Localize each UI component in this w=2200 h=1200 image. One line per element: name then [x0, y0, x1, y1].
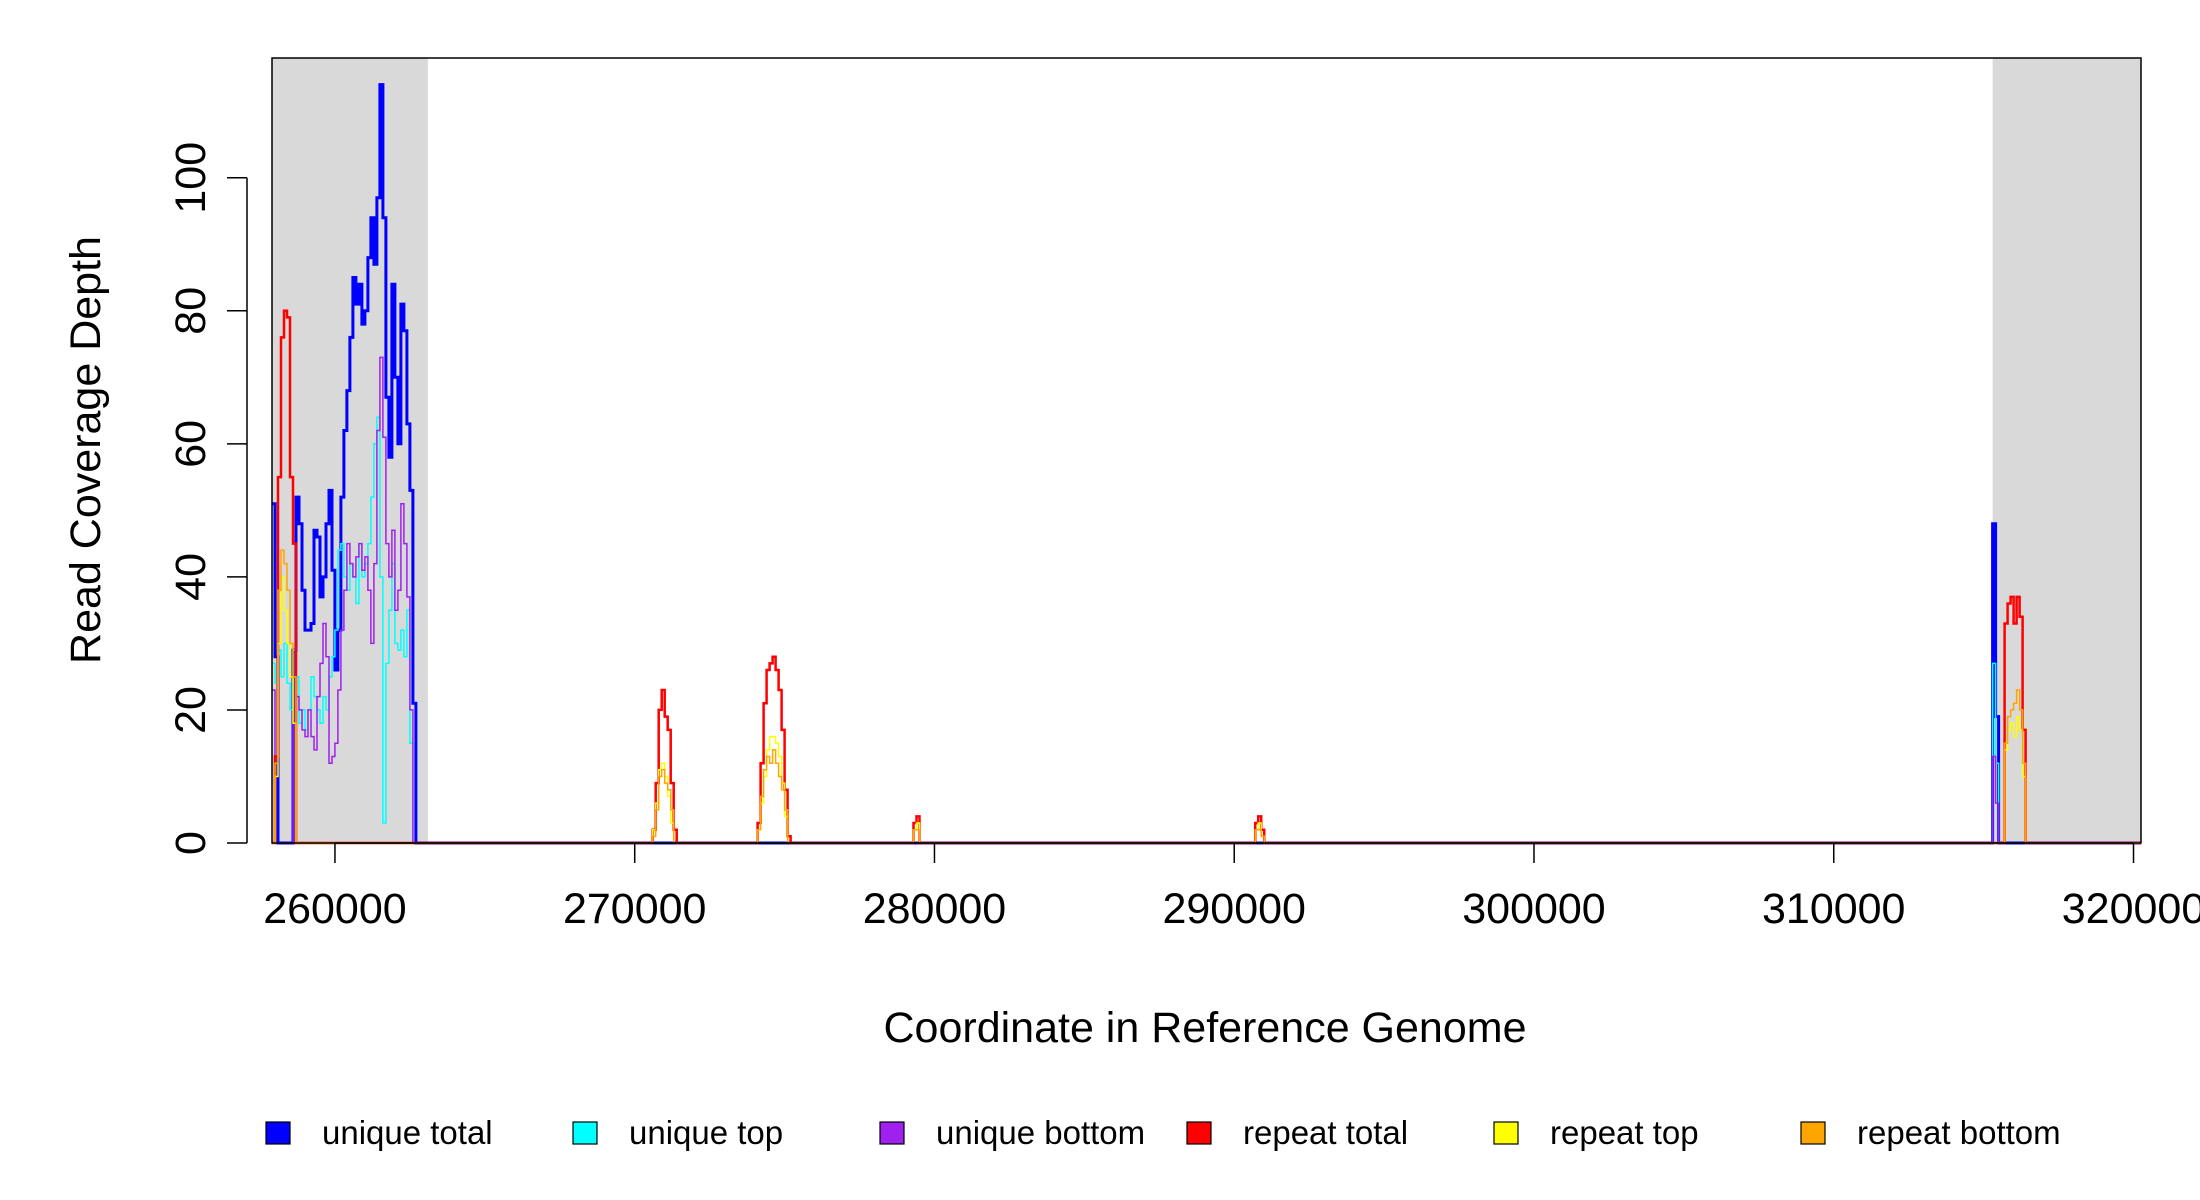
x-axis: 260000 270000 280000 290000 300000 310000 3200…	[263, 842, 2200, 933]
series-line-unique-bottom	[272, 356, 2141, 844]
series-lines	[272, 83, 2141, 845]
legend-label-unique-top: unique top	[629, 1114, 783, 1151]
y-tick-label: 0	[167, 831, 215, 855]
x-tick-label: 320000	[2062, 885, 2200, 933]
legend-label-unique-total: unique total	[322, 1114, 493, 1151]
legend-swatch-repeat-top	[1493, 1121, 1519, 1145]
legend-swatch-unique-bottom	[879, 1121, 905, 1145]
series-line-repeat-top	[272, 576, 2141, 844]
legend-label-unique-bottom: unique bottom	[936, 1114, 1145, 1151]
y-axis: 0 20 40 60 80 100	[167, 142, 248, 855]
x-tick-label: 310000	[1762, 885, 1906, 933]
series-line-unique-total	[272, 83, 2141, 845]
x-tick-label: 280000	[863, 885, 1007, 933]
y-tick-label: 60	[167, 420, 215, 468]
x-tick-label: 260000	[263, 885, 407, 933]
series-line-repeat-total	[272, 309, 2141, 845]
legend-swatch-unique-total	[265, 1121, 291, 1145]
shaded-region-1	[272, 58, 428, 843]
plot-frame	[271, 57, 2142, 844]
series-line-repeat-bottom	[272, 549, 2141, 844]
y-axis-label: Read Coverage Depth	[62, 236, 110, 664]
legend-label-repeat-total: repeat total	[1243, 1114, 1408, 1151]
y-tick-label: 80	[167, 287, 215, 335]
legend-label-repeat-top: repeat top	[1550, 1114, 1699, 1151]
shaded-region-2	[1992, 58, 2141, 843]
legend: unique total unique top unique bottom repea…	[265, 1114, 2061, 1151]
legend-swatch-unique-top	[572, 1121, 598, 1145]
x-tick-label: 300000	[1462, 885, 1606, 933]
shaded-regions	[272, 58, 2141, 843]
y-tick-label: 40	[167, 553, 215, 601]
y-tick-label: 20	[167, 686, 215, 734]
legend-label-repeat-bottom: repeat bottom	[1857, 1114, 2061, 1151]
x-axis-label: Coordinate in Reference Genome	[884, 1004, 1527, 1052]
legend-swatch-repeat-bottom	[1800, 1121, 1826, 1145]
series-line-unique-top	[272, 416, 2141, 844]
x-tick-label: 290000	[1162, 885, 1306, 933]
y-tick-label: 100	[167, 142, 215, 214]
legend-swatch-repeat-total	[1186, 1121, 1212, 1145]
x-tick-label: 270000	[563, 885, 707, 933]
